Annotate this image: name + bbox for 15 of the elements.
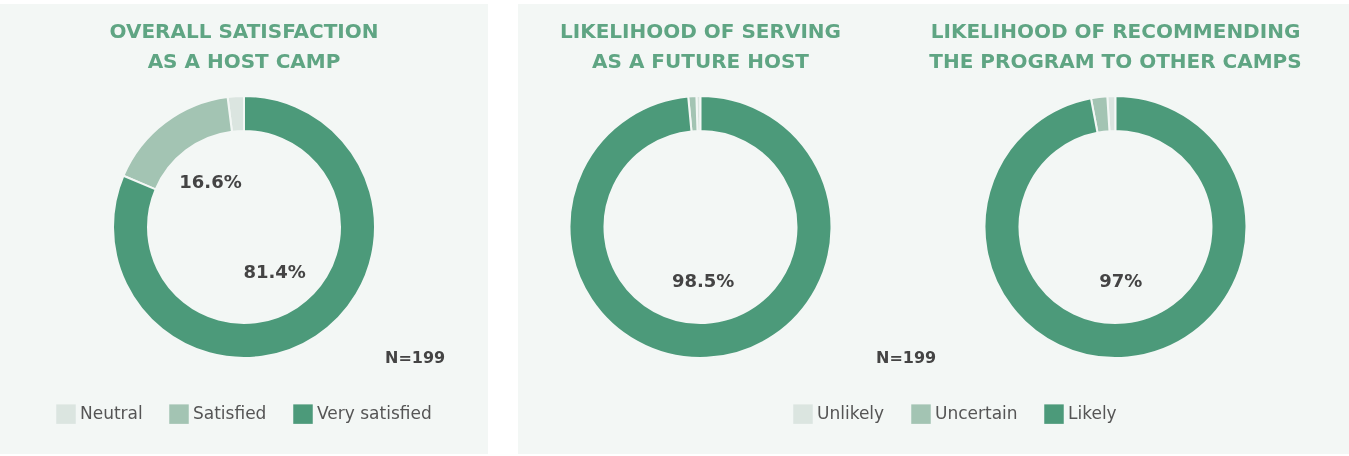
text: N=199: [876, 348, 937, 367]
legend-label: Uncertain: [935, 403, 1018, 424]
data-label: 16.6%: [179, 170, 242, 192]
data-label: 97%: [1099, 270, 1143, 292]
data-label: 81.4%: [243, 261, 306, 283]
legend-label: Likely: [1068, 403, 1117, 424]
legend-label: Very satisfied: [317, 403, 432, 424]
legend-label: Neutral: [80, 403, 143, 424]
legend-label: Satisfied: [193, 403, 267, 424]
text: N=199: [385, 348, 446, 367]
legend-label: Unlikely: [817, 403, 885, 424]
chart-title: LIKELIHOOD OF RECOMMENDING THE PROGRAM TO OTHER CAMPS: [929, 19, 1302, 73]
data-label: 98.5%: [671, 270, 735, 292]
chart-title: OVERALL SATISFACTION AS A HOST CAMP: [109, 19, 379, 73]
chart-title: LIKELIHOOD OF SERVING AS A FUTURE HOST: [559, 19, 842, 73]
